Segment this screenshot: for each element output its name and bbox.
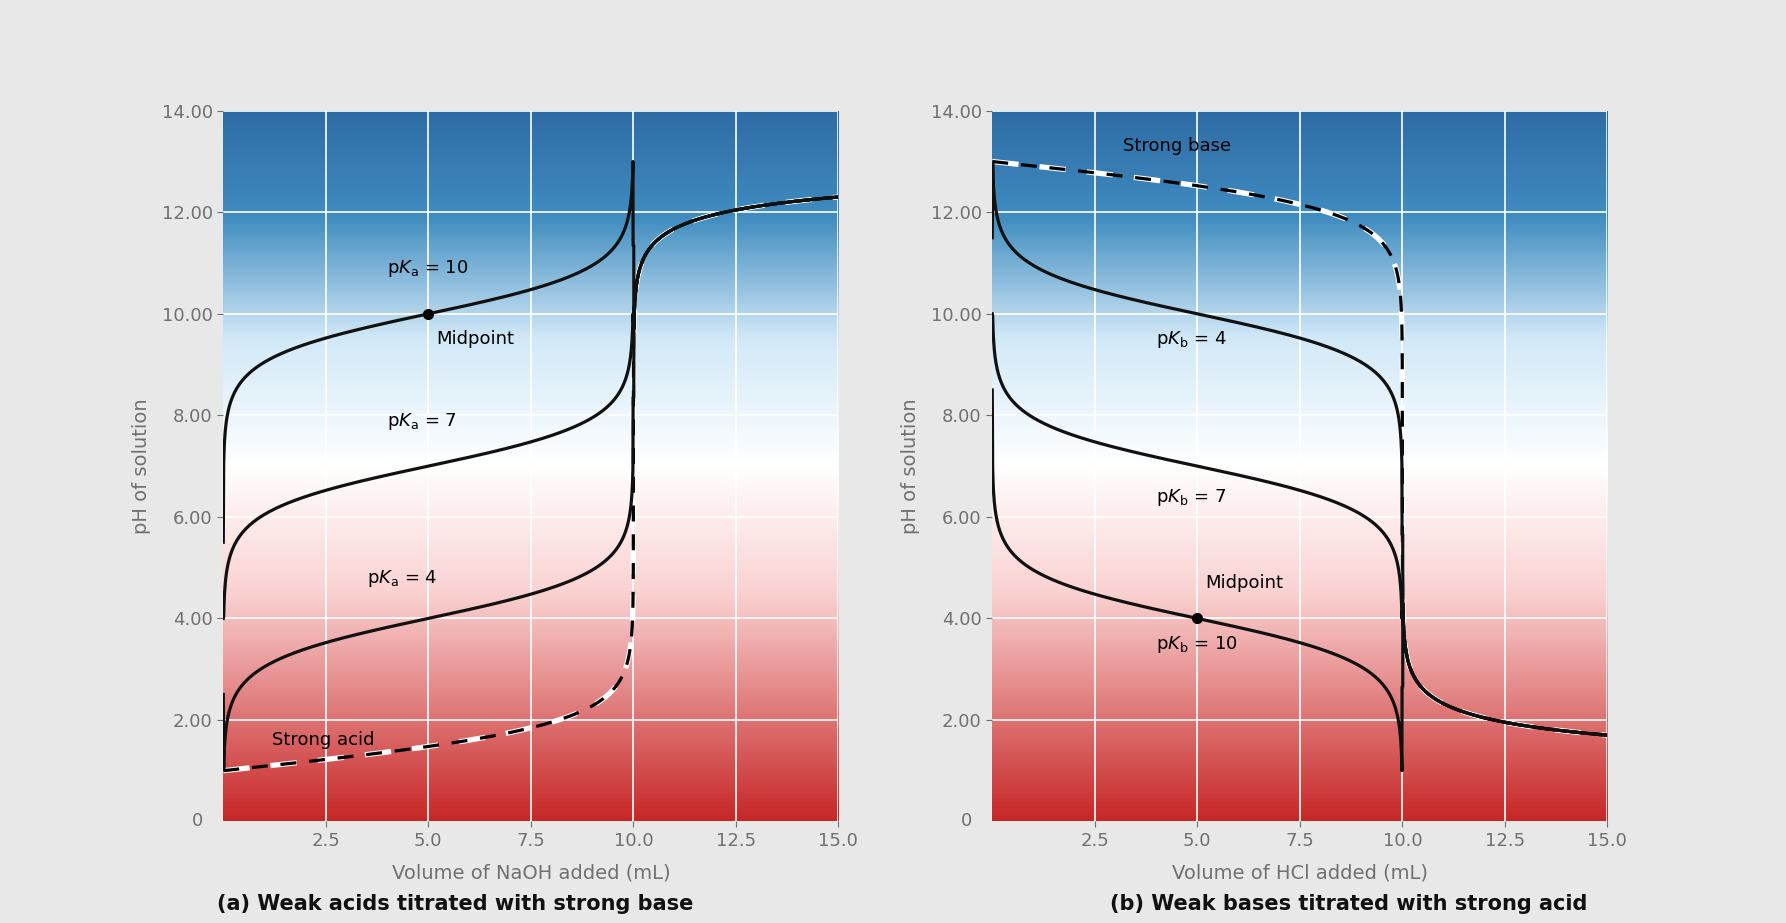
Text: Midpoint: Midpoint — [436, 330, 514, 348]
Y-axis label: pH of solution: pH of solution — [132, 399, 150, 533]
Text: p$\mathit{K}_{\rm a}$ = 10: p$\mathit{K}_{\rm a}$ = 10 — [388, 258, 468, 280]
X-axis label: Volume of NaOH added (mL): Volume of NaOH added (mL) — [391, 864, 670, 882]
Y-axis label: pH of solution: pH of solution — [900, 399, 920, 533]
X-axis label: Volume of HCl added (mL): Volume of HCl added (mL) — [1172, 864, 1427, 882]
Text: Strong acid: Strong acid — [273, 731, 375, 749]
Text: 0: 0 — [961, 812, 972, 831]
Text: Strong base: Strong base — [1123, 138, 1232, 155]
Text: 0: 0 — [191, 812, 204, 831]
Text: (a) Weak acids titrated with strong base: (a) Weak acids titrated with strong base — [218, 893, 693, 914]
Text: p$\mathit{K}_{\rm b}$ = 10: p$\mathit{K}_{\rm b}$ = 10 — [1156, 634, 1238, 655]
Text: (b) Weak bases titrated with strong acid: (b) Weak bases titrated with strong acid — [1109, 893, 1588, 914]
Text: Midpoint: Midpoint — [1206, 574, 1284, 592]
Text: p$\mathit{K}_{\rm b}$ = 4: p$\mathit{K}_{\rm b}$ = 4 — [1156, 330, 1227, 351]
Text: p$\mathit{K}_{\rm b}$ = 7: p$\mathit{K}_{\rm b}$ = 7 — [1156, 486, 1227, 508]
Text: p$\mathit{K}_{\rm a}$ = 4: p$\mathit{K}_{\rm a}$ = 4 — [366, 568, 438, 589]
Text: p$\mathit{K}_{\rm a}$ = 7: p$\mathit{K}_{\rm a}$ = 7 — [388, 411, 457, 432]
